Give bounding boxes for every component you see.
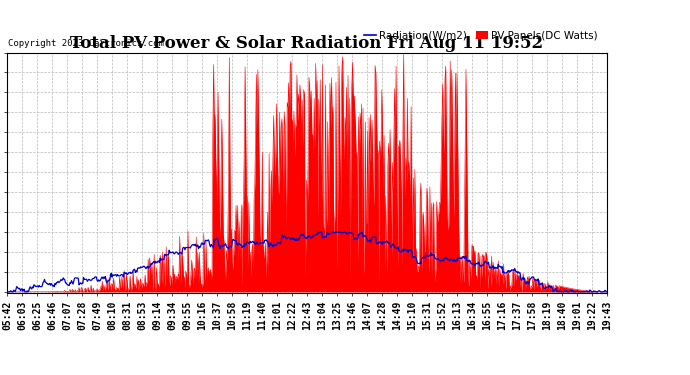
Title: Total PV Power & Solar Radiation Fri Aug 11 19:52: Total PV Power & Solar Radiation Fri Aug… [70,35,544,52]
Legend: Radiation(W/m2), PV Panels(DC Watts): Radiation(W/m2), PV Panels(DC Watts) [359,27,602,45]
Text: Copyright 2023 Cartronics.com: Copyright 2023 Cartronics.com [8,39,164,48]
